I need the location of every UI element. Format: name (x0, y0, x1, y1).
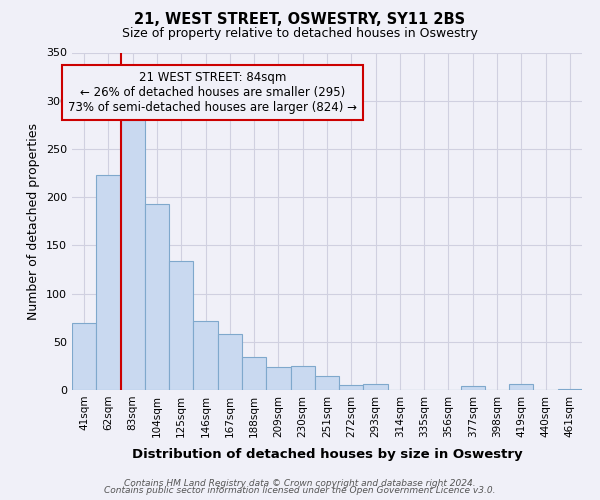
Bar (558, 389, 582, 390)
Bar (509, 384, 533, 390)
Bar (266, 367, 290, 390)
Bar (315, 376, 339, 390)
Bar (364, 384, 388, 390)
Text: Size of property relative to detached houses in Oswestry: Size of property relative to detached ho… (122, 28, 478, 40)
X-axis label: Distribution of detached houses by size in Oswestry: Distribution of detached houses by size … (131, 448, 523, 461)
Bar (96, 175, 121, 390)
Bar (461, 386, 485, 390)
Bar (169, 261, 193, 390)
Bar (72, 322, 96, 390)
Bar (242, 357, 266, 390)
Bar (290, 366, 315, 390)
Text: Contains public sector information licensed under the Open Government Licence v3: Contains public sector information licen… (104, 486, 496, 495)
Bar (339, 385, 364, 390)
Text: Contains HM Land Registry data © Crown copyright and database right 2024.: Contains HM Land Registry data © Crown c… (124, 478, 476, 488)
Bar (121, 120, 145, 390)
Bar (218, 334, 242, 390)
Y-axis label: Number of detached properties: Number of detached properties (28, 122, 40, 320)
Bar (193, 320, 218, 390)
Text: 21, WEST STREET, OSWESTRY, SY11 2BS: 21, WEST STREET, OSWESTRY, SY11 2BS (134, 12, 466, 28)
Text: 21 WEST STREET: 84sqm
← 26% of detached houses are smaller (295)
73% of semi-det: 21 WEST STREET: 84sqm ← 26% of detached … (68, 71, 357, 114)
Bar (145, 204, 169, 390)
